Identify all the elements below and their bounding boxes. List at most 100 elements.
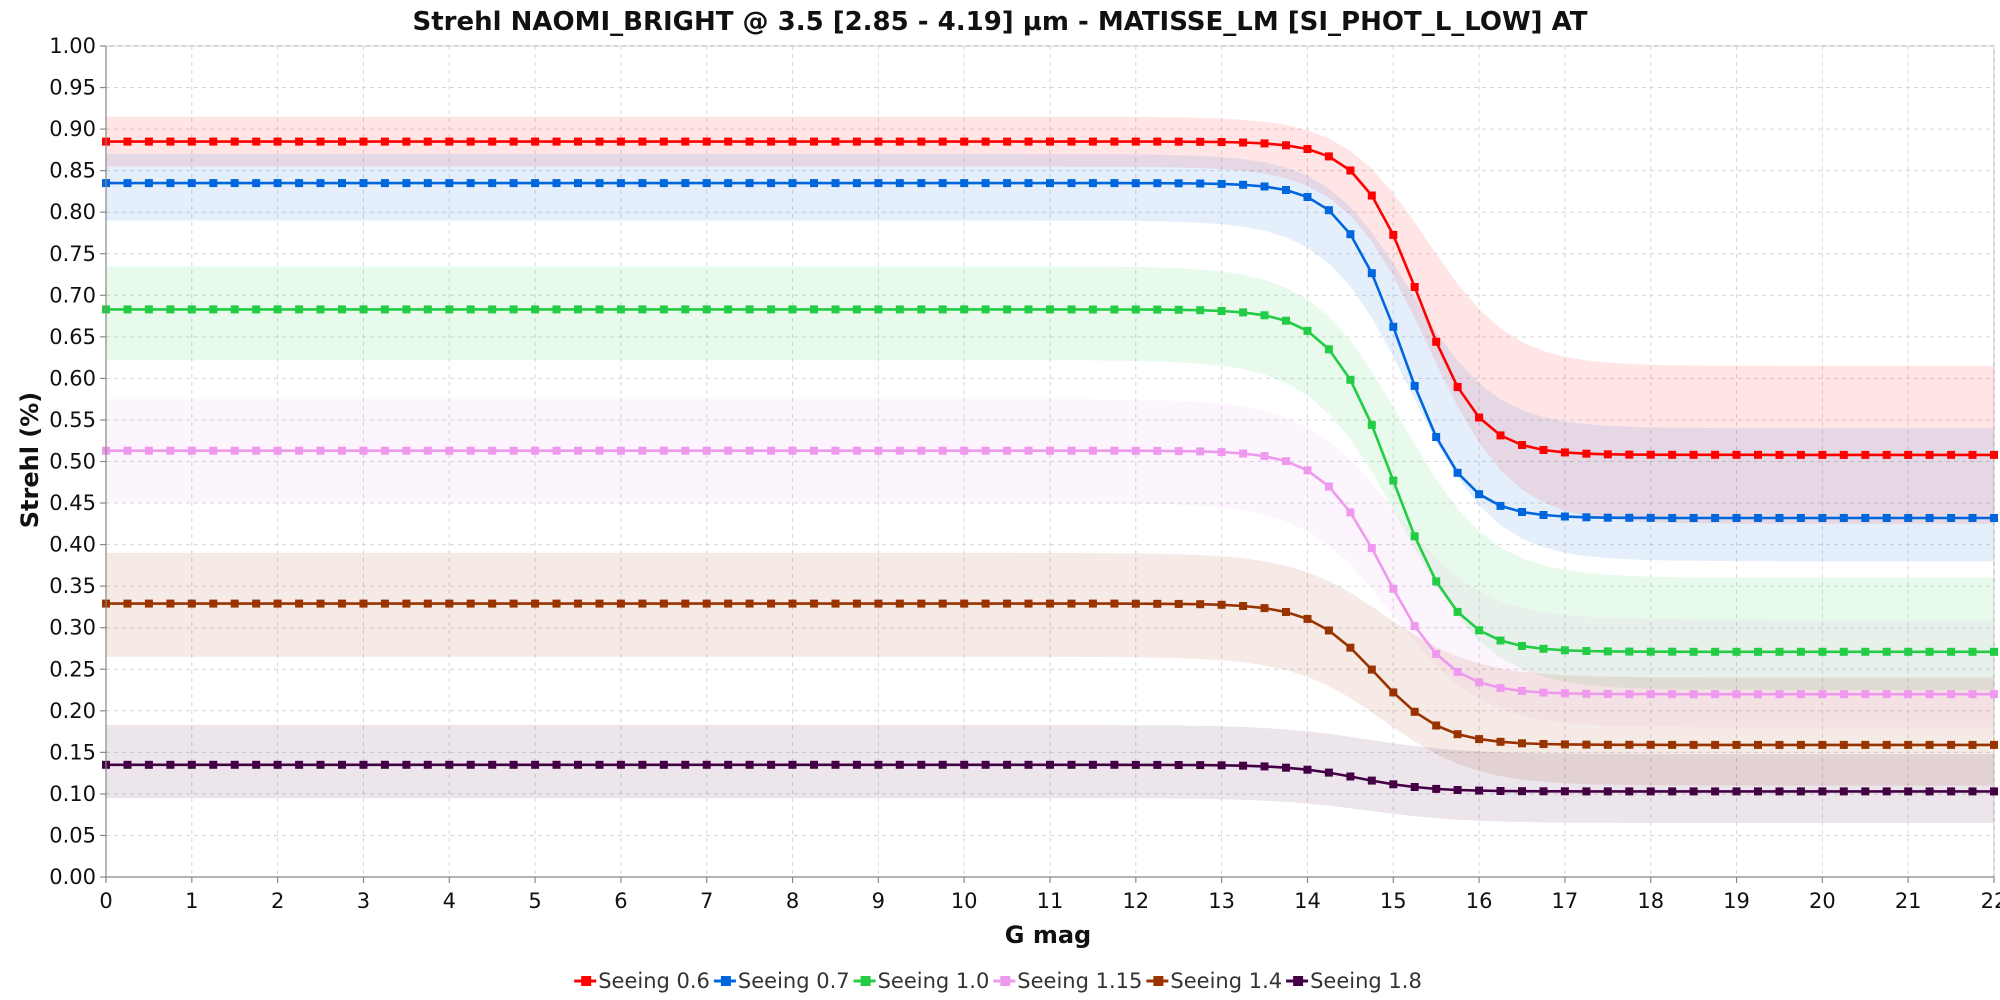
data-point	[638, 446, 647, 455]
legend-item-3: Seeing 1.15	[993, 969, 1142, 993]
data-point	[1990, 690, 1998, 699]
data-point	[509, 179, 518, 188]
data-point	[1389, 584, 1398, 593]
data-point	[1432, 433, 1441, 441]
data-point	[466, 446, 475, 455]
data-point	[1947, 690, 1956, 699]
legend-swatch-marker	[1293, 976, 1304, 986]
data-point	[1560, 646, 1569, 655]
data-point	[1024, 179, 1033, 188]
data-point	[230, 179, 239, 188]
data-point	[1410, 783, 1419, 791]
data-point	[1668, 514, 1677, 522]
data-point	[616, 137, 625, 146]
data-point	[1754, 450, 1762, 459]
data-point	[359, 760, 368, 769]
x-tick-label: 10	[951, 889, 978, 913]
data-point	[1131, 760, 1140, 769]
data-point	[917, 179, 926, 188]
legend-swatch-marker	[581, 976, 592, 986]
data-point	[509, 599, 518, 608]
data-point	[874, 446, 883, 455]
data-point	[466, 760, 475, 769]
data-point	[1904, 787, 1913, 796]
series-4	[102, 599, 1998, 749]
data-point	[380, 760, 389, 769]
data-point	[1024, 760, 1033, 769]
data-point	[681, 137, 690, 146]
data-point	[1711, 690, 1720, 699]
x-tick-label: 16	[1466, 889, 1493, 913]
data-point	[1689, 787, 1698, 796]
data-point	[960, 599, 969, 608]
data-point	[1196, 137, 1205, 146]
legend-item-0: Seeing 0.6	[574, 969, 710, 993]
data-point	[445, 599, 454, 608]
data-point	[1990, 787, 1998, 796]
data-point	[574, 760, 582, 769]
data-point	[1904, 740, 1913, 749]
data-point	[1539, 511, 1548, 519]
data-point	[1239, 308, 1248, 317]
data-point	[1904, 647, 1913, 656]
data-point	[1389, 230, 1398, 239]
data-point	[445, 760, 454, 769]
data-point	[531, 760, 540, 769]
y-tick-label: 0.30	[49, 616, 96, 640]
data-point	[1196, 600, 1205, 609]
data-point	[252, 760, 261, 769]
data-point	[1153, 599, 1162, 608]
data-point	[1024, 599, 1033, 608]
data-point	[1582, 740, 1591, 749]
data-point	[1496, 787, 1505, 795]
data-point	[1732, 690, 1741, 699]
data-point	[1046, 137, 1054, 146]
data-point	[1239, 602, 1248, 610]
data-point	[616, 179, 625, 188]
data-point	[1260, 139, 1269, 148]
data-point	[981, 446, 990, 455]
data-point	[702, 137, 711, 146]
y-tick-label: 0.10	[49, 782, 96, 806]
x-tick-label: 5	[528, 889, 541, 913]
data-point	[445, 446, 454, 455]
data-point	[531, 446, 540, 455]
data-point	[1239, 138, 1248, 147]
x-tick-label: 21	[1895, 889, 1922, 913]
data-point	[1303, 193, 1312, 201]
data-point	[767, 179, 776, 188]
x-tick-label: 22	[1981, 889, 2000, 913]
data-point	[1603, 513, 1612, 522]
data-point	[1475, 490, 1484, 499]
data-point	[1046, 179, 1054, 188]
data-point	[1560, 689, 1569, 698]
y-tick-label: 0.15	[49, 740, 96, 764]
data-point	[1496, 684, 1505, 692]
data-point	[616, 599, 625, 608]
x-tick-label: 3	[357, 889, 370, 913]
series-3	[102, 446, 1998, 699]
data-point	[380, 446, 389, 455]
data-point	[1217, 600, 1226, 609]
data-point	[1861, 690, 1870, 699]
data-point	[1625, 647, 1634, 656]
x-tick-label: 7	[700, 889, 713, 913]
data-point	[1582, 647, 1591, 655]
data-point	[1131, 446, 1140, 455]
data-point	[509, 760, 518, 769]
legend-label: Seeing 0.7	[738, 969, 850, 993]
data-point	[1518, 508, 1526, 516]
y-tick-label: 1.00	[49, 34, 96, 58]
data-point	[1239, 180, 1248, 189]
data-point	[1582, 513, 1591, 522]
data-point	[917, 446, 926, 455]
data-point	[1346, 230, 1355, 239]
data-point	[1625, 450, 1634, 459]
data-point	[295, 179, 304, 188]
data-point	[445, 137, 454, 146]
data-point	[1925, 740, 1934, 749]
data-point	[316, 305, 325, 314]
y-tick-label: 0.80	[49, 200, 96, 224]
data-point	[981, 760, 990, 769]
